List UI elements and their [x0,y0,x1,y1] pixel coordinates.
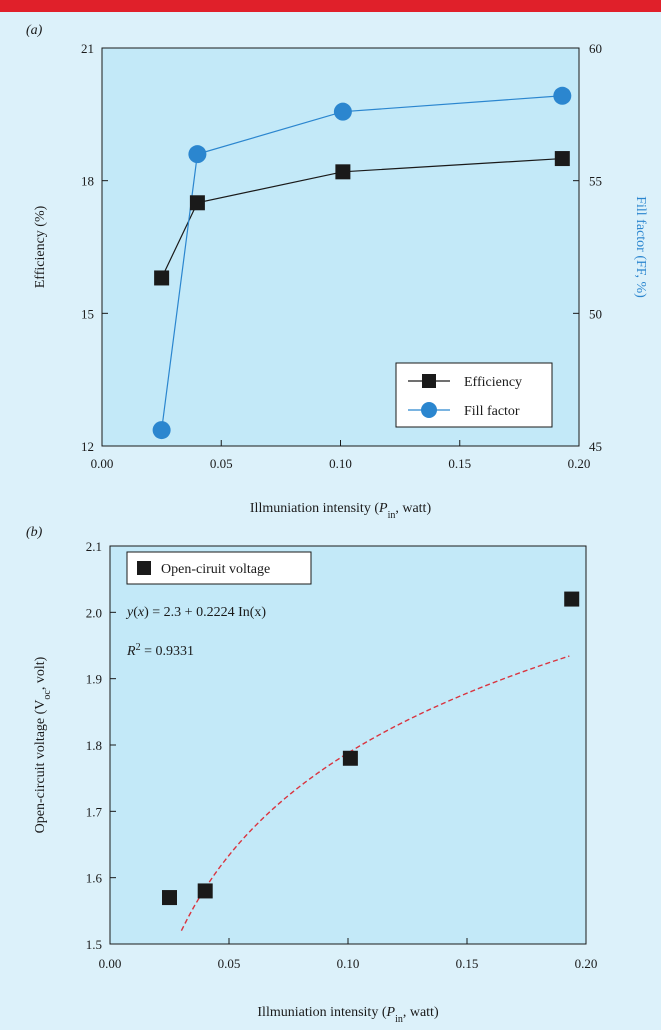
legend-label-a: Efficiency [464,375,522,390]
y-tick-label-b: 2.1 [86,539,102,554]
efficiency-point [335,164,351,180]
top-accent-bar [0,0,661,12]
series-line-fill-factor [161,95,563,431]
panel-label-a: (a) [26,23,43,38]
legend-marker-voc [137,561,151,575]
voc-point [197,883,213,899]
y-tick-label-a: 18 [81,174,94,189]
y-right-tick-label-a: 45 [589,439,602,454]
efficiency-point [189,195,205,211]
x-tick-label-a: 0.10 [329,456,352,471]
y-axis-label-b: Open-circuit voltage (Voc, volt) [33,656,53,833]
x-tick-label-b: 0.15 [456,956,479,971]
y-right-tick-label-a: 55 [589,174,602,189]
y-right-tick-label-a: 50 [589,306,602,321]
y-axis-label-a: Efficiency (%) [33,205,48,288]
plot-area-b [109,545,587,945]
panel-label-b: (b) [26,525,43,540]
y-right-tick-label-a: 60 [589,41,602,56]
voc-point [342,750,358,766]
x-tick-label-a: 0.15 [448,456,471,471]
y-tick-label-b: 2.0 [86,605,102,620]
x-tick-label-a: 0.05 [210,456,233,471]
y-tick-label-b: 1.9 [86,672,102,687]
x-tick-label-a: 0.00 [91,456,114,471]
x-axis-label-a: Illmuniation intensity (Pin, watt) [250,501,432,521]
efficiency-point [154,270,170,286]
y-tick-label-b: 1.7 [86,804,103,819]
x-tick-label-a: 0.20 [568,456,591,471]
fit-equation: y(x) = 2.3 + 0.2224 In(x) [125,605,266,620]
r-squared: R2 = 0.9331 [126,642,194,660]
fill-factor-point [553,86,572,105]
y-tick-label-a: 21 [81,41,94,56]
legend-marker-fill-factor [421,402,437,418]
x-axis-label-b: Illmuniation intensity (Pin, watt) [257,1005,439,1025]
fill-factor-point [152,421,171,440]
fill-factor-point [333,102,352,121]
efficiency-point [554,151,570,167]
legend-label-a: Fill factor [464,404,520,419]
x-tick-label-b: 0.10 [337,956,360,971]
legend-b [126,551,312,585]
legend-label-b: Open-ciruit voltage [161,562,270,577]
fit-curve [180,655,570,931]
x-tick-label-b: 0.20 [575,956,598,971]
y-tick-label-a: 12 [81,439,94,454]
y-tick-label-b: 1.6 [86,871,103,886]
voc-point [162,890,177,906]
y-tick-label-b: 1.5 [86,937,102,952]
fill-factor-point [188,145,207,164]
voc-point [564,591,580,607]
y-tick-label-b: 1.8 [86,738,102,753]
series-line-efficiency [161,157,563,279]
y-right-axis-label-a: Fill factor (FF, %) [633,196,648,298]
x-tick-label-b: 0.00 [99,956,122,971]
legend-marker-efficiency [422,374,436,388]
y-tick-label-a: 15 [81,306,94,321]
x-tick-label-b: 0.05 [218,956,241,971]
legend-a [395,362,553,428]
